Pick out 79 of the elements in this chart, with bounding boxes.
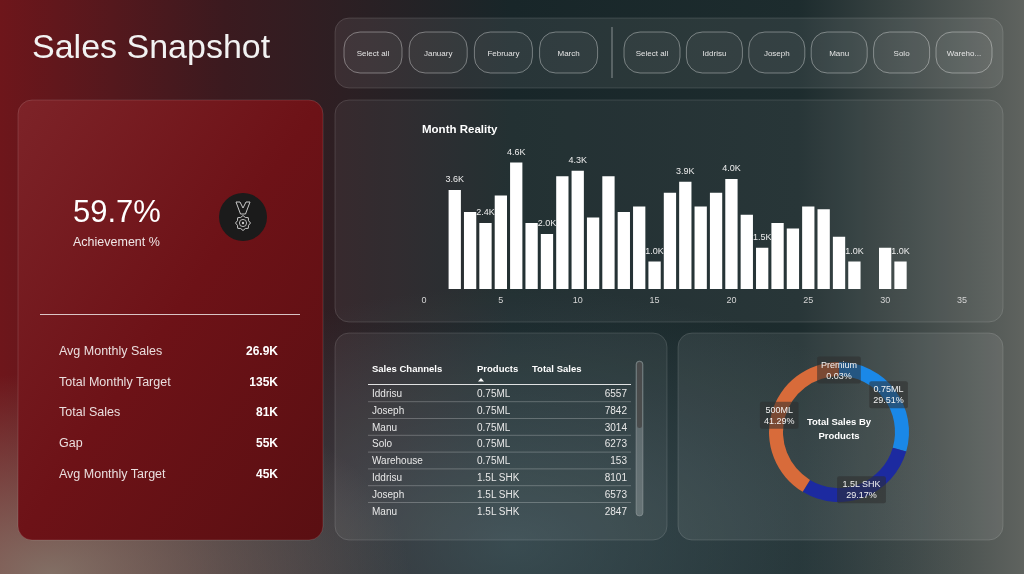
data-label: 4.6K <box>506 146 526 157</box>
text: 81K <box>255 405 278 420</box>
text: 1.5L SHK <box>477 505 520 517</box>
text: 0.75ML <box>477 404 511 416</box>
category-label: Total Monthly Target <box>59 374 172 389</box>
category-label: Joseph <box>763 49 790 58</box>
x-tick-label: 10 <box>572 295 583 305</box>
text: 26.9K <box>245 344 278 358</box>
text: 1.5L SHK <box>477 471 520 483</box>
text: 153 <box>610 455 627 467</box>
text: Solo <box>372 438 393 450</box>
text: Iddrisu <box>372 471 403 483</box>
category-label: Products <box>477 363 519 374</box>
data-label: 29.51% <box>873 395 904 406</box>
data-label: 4.3K <box>568 154 587 165</box>
data-label: 41.29% <box>764 416 795 427</box>
category-label: Select all <box>356 49 390 58</box>
category-label: Solo <box>893 49 911 58</box>
data-label: 29.17% <box>846 490 877 501</box>
category-label: February <box>487 49 520 58</box>
category-label: Total Sales <box>532 363 582 374</box>
x-tick-label: 30 <box>880 295 891 305</box>
data-label: 4.0K <box>722 163 741 173</box>
category-label: Total Sales <box>59 405 121 420</box>
data-label: 1.0K <box>645 245 664 256</box>
text: 6273 <box>604 438 627 450</box>
x-tick-label: 0 <box>421 295 427 305</box>
text: 45K <box>255 466 278 481</box>
text: 55K <box>255 436 278 451</box>
category-label: Manu <box>829 49 850 58</box>
text: Joseph <box>372 488 405 500</box>
x-tick-label: 15 <box>649 295 660 305</box>
data-label: 1.0K <box>845 245 864 256</box>
text: 1.5L SHK <box>477 488 520 500</box>
text: 59.7% <box>73 194 161 229</box>
text: 7842 <box>604 404 627 416</box>
slice-label: 1.5L SHK <box>842 479 881 490</box>
data-label: 1.0K <box>891 245 910 256</box>
data-label: 2.0K <box>537 218 557 228</box>
text: Iddrisu <box>372 387 403 399</box>
text: 135K <box>249 374 278 389</box>
category-label: Avg Monthly Sales <box>59 344 163 358</box>
text: 6557 <box>604 387 627 399</box>
text: Sales Snapshot <box>32 27 271 65</box>
text: Warehouse <box>372 455 423 467</box>
data-label: 3.9K <box>676 165 695 176</box>
category-label: January <box>423 49 453 58</box>
slice-label: Premium <box>820 359 857 370</box>
text: Manu <box>372 421 398 433</box>
category-label: March <box>557 49 580 58</box>
text: 3014 <box>604 421 627 433</box>
x-tick-label: 35 <box>956 295 968 305</box>
chart-title: Month Reality <box>422 123 498 135</box>
text: 8101 <box>604 471 627 483</box>
slice-label: 500ML <box>765 405 794 416</box>
text: Manu <box>372 505 398 517</box>
data-label: 3.6K <box>445 174 464 184</box>
text: Achievement % <box>73 235 160 249</box>
category-label: Sales Channels <box>372 363 443 374</box>
data-label: 1.5K <box>752 231 772 242</box>
text: 0.75ML <box>477 421 511 433</box>
text: Total Sales By Products <box>806 416 872 441</box>
category-label: Select all <box>635 49 669 58</box>
x-tick-label: 20 <box>726 295 737 305</box>
category-label: Wareho... <box>946 49 982 58</box>
category-label: Iddrisu <box>702 49 727 58</box>
x-tick-label: 5 <box>498 295 504 305</box>
text: 0.75ML <box>477 455 511 467</box>
text: 6573 <box>604 488 627 500</box>
category-label: Avg Monthly Target <box>59 466 167 481</box>
text: Joseph <box>372 404 405 416</box>
slice-label: 0.75ML <box>873 384 904 395</box>
x-tick-label: 25 <box>803 295 814 305</box>
category-label: Gap <box>59 436 83 451</box>
text: 0.75ML <box>477 387 511 399</box>
text: 2847 <box>604 505 627 517</box>
data-label: 2.4K <box>476 207 495 217</box>
data-label: 0.03% <box>826 370 852 381</box>
text: 0.75ML <box>477 438 511 450</box>
